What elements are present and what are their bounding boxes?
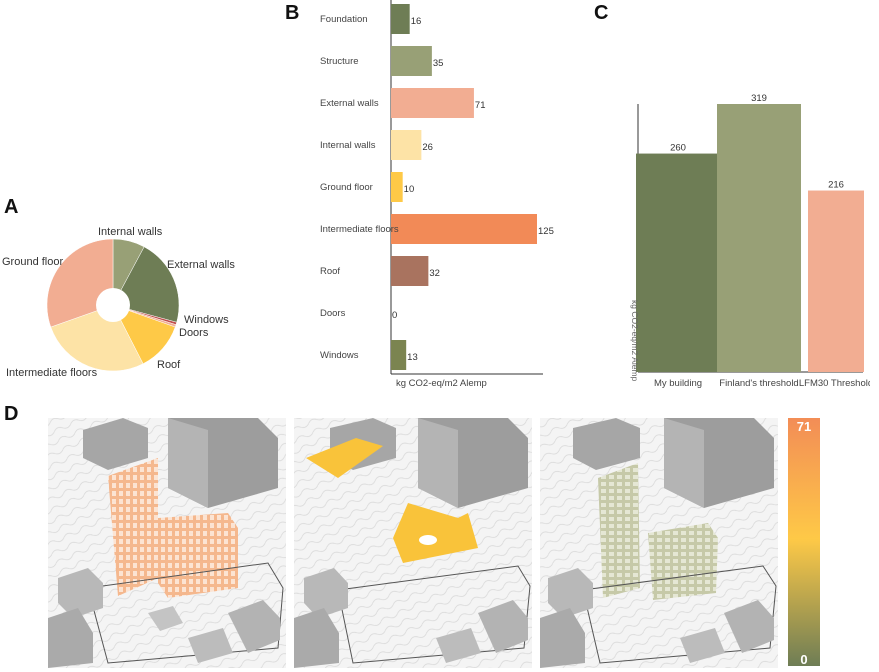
bar-value-internal-walls: 26 — [422, 142, 433, 153]
bar-label-roof: Roof — [320, 266, 340, 277]
pie-chart-a: Internal walls External walls Windows Do… — [2, 226, 235, 379]
axis-title-y-c: kg CO2-eq/m2 Alemp — [630, 300, 640, 382]
pie-label-roof: Roof — [157, 359, 181, 371]
panel-label-c: C — [594, 2, 609, 24]
bar-chart-c: 260 319 216 My building Finland's thresh… — [630, 93, 870, 389]
bar-label-external-walls: External walls — [320, 98, 379, 109]
bar-label-windows: Windows — [320, 350, 359, 361]
bar-roof — [391, 256, 429, 286]
color-scale-min: 0 — [800, 652, 807, 667]
pie-label-windows: Windows — [184, 314, 229, 326]
bar-label-internal-walls: Internal walls — [320, 140, 376, 151]
bar-foundation — [391, 4, 410, 34]
color-scale-bar — [788, 418, 820, 666]
bar-value-foundation: 16 — [411, 16, 422, 27]
panel-label-d: D — [4, 403, 19, 425]
bar-value-ground-floor: 10 — [404, 184, 415, 195]
bar-label-ground-floor: Ground floor — [320, 182, 373, 193]
category-label-my-building: My building — [654, 378, 702, 389]
bar-value-external-walls: 71 — [475, 100, 486, 111]
bar-value-finland-threshold: 319 — [751, 93, 767, 104]
bar-value-roof: 32 — [429, 268, 440, 279]
bar-value-my-building: 260 — [670, 143, 686, 154]
pie-label-ground-floor: Ground floor — [2, 256, 63, 268]
bar-my-building — [636, 153, 720, 372]
category-label-lfm30-threshold: LFM30 Threshold — [799, 378, 870, 389]
bar-lfm30-threshold — [808, 190, 864, 372]
pie-label-intermediate-floors: Intermediate floors — [6, 367, 98, 379]
pie-label-external-walls: External walls — [167, 259, 235, 271]
render-roof — [294, 418, 532, 668]
panel-label-b: B — [285, 2, 300, 24]
bar-chart-b: Foundation Structure External walls Inte… — [320, 0, 554, 389]
pie-slice-intermediate-floors — [50, 304, 144, 372]
bar-internal-walls — [391, 130, 422, 160]
bar-ground-floor — [391, 172, 403, 202]
bar-label-doors: Doors — [320, 308, 346, 319]
bar-label-intermediate-floors: Intermediate floors — [320, 224, 399, 235]
building-renders: 71 0 — [48, 418, 820, 668]
bar-windows — [391, 340, 407, 370]
axis-title-x-b: kg CO2-eq/m2 Alemp — [396, 378, 487, 389]
bar-structure — [391, 46, 432, 76]
bar-label-foundation: Foundation — [320, 14, 368, 25]
bar-label-structure: Structure — [320, 56, 359, 67]
panel-label-a: A — [4, 196, 19, 218]
bar-external-walls — [391, 88, 474, 118]
bar-value-windows: 13 — [407, 352, 418, 363]
color-scale-max: 71 — [797, 419, 811, 434]
category-label-finland-threshold: Finland's threshold — [719, 378, 798, 389]
bar-value-intermediate-floors: 125 — [538, 226, 554, 237]
pie-label-doors: Doors — [179, 327, 209, 339]
render-intermediate-floors — [540, 418, 778, 668]
render-external-walls — [48, 418, 286, 668]
bar-value-structure: 35 — [433, 58, 444, 69]
bar-value-lfm30-threshold: 216 — [828, 180, 844, 191]
bar-finland-s-threshold — [717, 104, 801, 372]
pie-hole — [96, 288, 130, 322]
bar-intermediate-floors — [391, 214, 537, 244]
bar-value-doors: 0 — [392, 310, 397, 321]
pie-label-internal-walls: Internal walls — [98, 226, 163, 238]
